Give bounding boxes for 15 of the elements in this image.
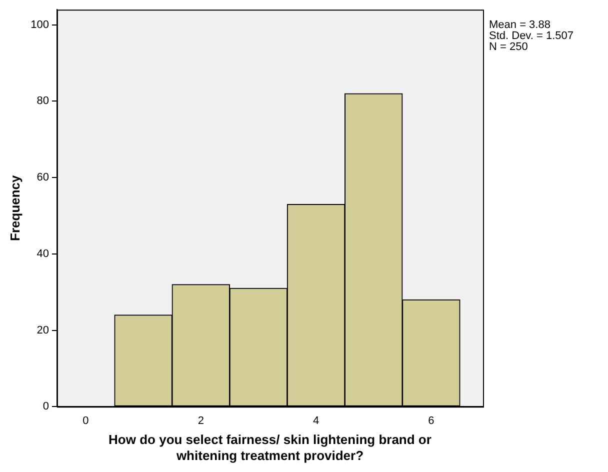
y-tick-label: 60 (36, 172, 49, 184)
x-tick-label: 2 (198, 415, 204, 428)
text: Std. Dev. = 1.507 (489, 30, 574, 42)
y-axis-title: Frequency (7, 174, 22, 241)
text: Mean = 3.88 (489, 19, 550, 32)
y-tick-label: 100 (30, 18, 49, 31)
y-tick-label: 20 (36, 324, 49, 336)
x-axis-title: How do you select fairness/ skin lightening brand or whitening treatment provider? (108, 432, 432, 463)
x-tick-label: 6 (428, 415, 434, 428)
text: N = 250 (489, 41, 528, 54)
x-tick-label: 4 (312, 415, 320, 428)
y-tick-label: 80 (36, 95, 49, 108)
y-tick-label: 40 (36, 248, 49, 260)
x-tick-label: 0 (82, 415, 89, 428)
y-tick-label: 0 (42, 400, 49, 413)
